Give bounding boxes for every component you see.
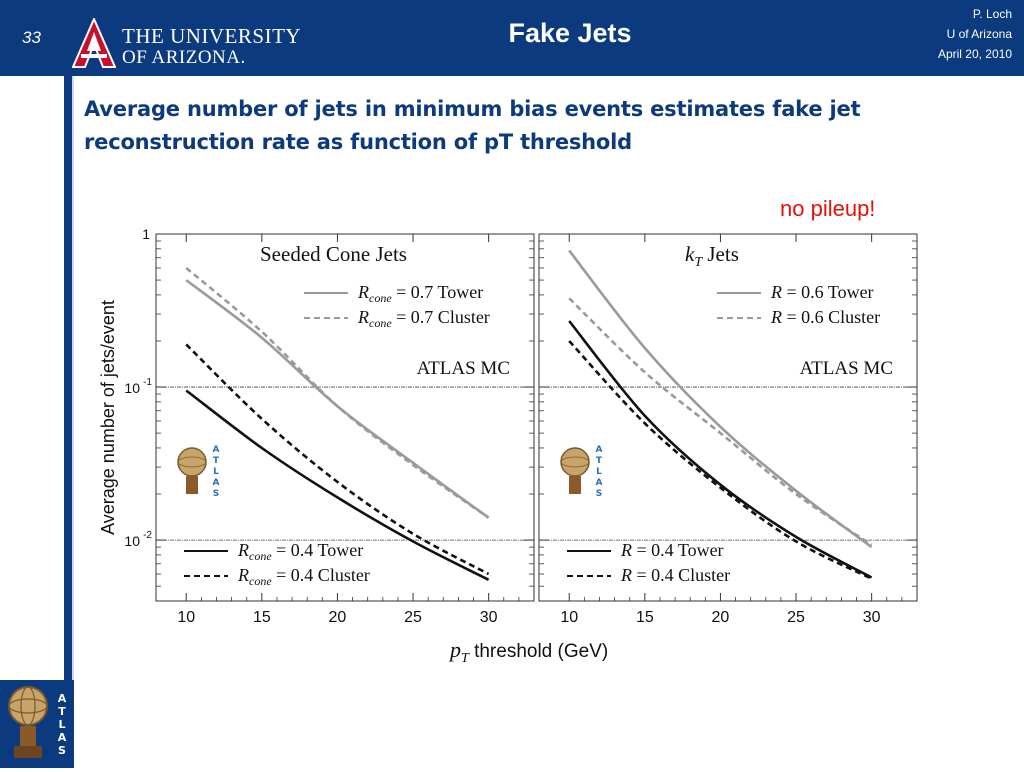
x-tick-label: 15: [253, 609, 271, 626]
slide-title: Fake Jets: [508, 18, 632, 48]
atlas-letter: A: [596, 445, 603, 455]
legend-label: R = 0.4 Cluster: [620, 565, 730, 585]
legend-label: Rcone = 0.4 Cluster: [237, 565, 370, 588]
university-logo-icon: [72, 18, 116, 68]
atlas-letter: A: [58, 692, 67, 705]
atlas-letter: L: [58, 718, 65, 731]
atlas-figure: [569, 476, 581, 494]
atlas-corner-logo: A T L A S: [0, 680, 74, 768]
author: P. Loch: [972, 7, 1012, 21]
series-line: [185, 343, 490, 576]
atlas-letter: S: [58, 744, 66, 757]
atlas-letter: A: [213, 478, 220, 488]
series-line: [185, 389, 490, 581]
atlas-letter: S: [213, 489, 219, 499]
left-accent-line: [72, 76, 74, 768]
y-tick-label: 1: [142, 226, 150, 242]
legend-label: R = 0.6 Cluster: [770, 307, 880, 327]
atlas-letter: A: [213, 445, 220, 455]
atlas-globe-band: [177, 456, 207, 468]
series-line: [185, 267, 490, 519]
x-tick-label: 30: [863, 609, 881, 626]
y-tick-label-exponent: -1: [143, 377, 152, 388]
atlas-globe-icon: [560, 447, 590, 477]
legend-label: R = 0.4 Tower: [620, 540, 724, 560]
no-pileup-callout: no pileup!: [780, 196, 876, 221]
legend-label: Rcone = 0.7 Cluster: [357, 307, 490, 330]
legend-label: Rcone = 0.7 Tower: [357, 282, 483, 305]
legend-label: R = 0.6 Tower: [770, 282, 874, 302]
slide-number: 33: [22, 28, 41, 47]
x-tick-label: 25: [404, 609, 422, 626]
date: April 20, 2010: [937, 47, 1012, 61]
university-name-line1: THE UNIVERSITY: [122, 24, 302, 48]
y-axis-label: Average number of jets/event: [98, 300, 118, 535]
x-tick-label: 20: [712, 609, 730, 626]
series-line: [568, 249, 873, 549]
y-tick-label: 10: [124, 380, 140, 396]
slide-heading: Average number of jets in minimum bias e…: [84, 97, 861, 154]
atlas-letter: L: [596, 467, 602, 477]
atlas-letter: T: [596, 456, 603, 466]
x-tick-label: 10: [560, 609, 578, 626]
atlas-letter: A: [596, 478, 603, 488]
atlas-letter: S: [596, 489, 602, 499]
jets-chart: 10 15 20 25 30 Seeded Cone Jets ATLAS MC Rcone …: [98, 226, 918, 666]
atlas-figure: [186, 476, 198, 494]
atlas-globe-icon: [177, 447, 207, 477]
affiliation: U of Arizona: [946, 27, 1012, 41]
atlas-letter: T: [58, 705, 66, 718]
legend-label: Rcone = 0.4 Tower: [237, 540, 363, 563]
atlas-letter: T: [213, 456, 220, 466]
header-bar: 33 THE UNIVERSITY OF ARIZONA. Fake Jets …: [0, 0, 1024, 76]
x-tick-label: 15: [636, 609, 654, 626]
y-tick-label-exponent: -2: [143, 530, 152, 541]
x-tick-label: 20: [329, 609, 347, 626]
atlas-mc-label: ATLAS MC: [417, 358, 510, 379]
x-tick-label: 10: [177, 609, 195, 626]
series-line: [568, 340, 873, 580]
atlas-letter: L: [213, 467, 219, 477]
series-line: [568, 297, 873, 546]
y-tick-label: 10: [124, 533, 140, 549]
left-accent-bar: [64, 76, 72, 768]
atlas-mc-label: ATLAS MC: [800, 358, 893, 379]
atlas-letter: A: [58, 731, 67, 744]
x-tick-label: 25: [787, 609, 805, 626]
x-axis-label: pT threshold (GeV): [448, 637, 608, 666]
atlas-globe-icon: A T L A S: [8, 686, 67, 758]
atlas-globe-band: [560, 456, 590, 468]
university-name-line2: OF ARIZONA.: [122, 47, 246, 68]
series-line: [568, 320, 873, 579]
panel-title: kT Jets: [685, 242, 739, 270]
panel-title: Seeded Cone Jets: [260, 242, 407, 266]
x-tick-label: 30: [480, 609, 498, 626]
